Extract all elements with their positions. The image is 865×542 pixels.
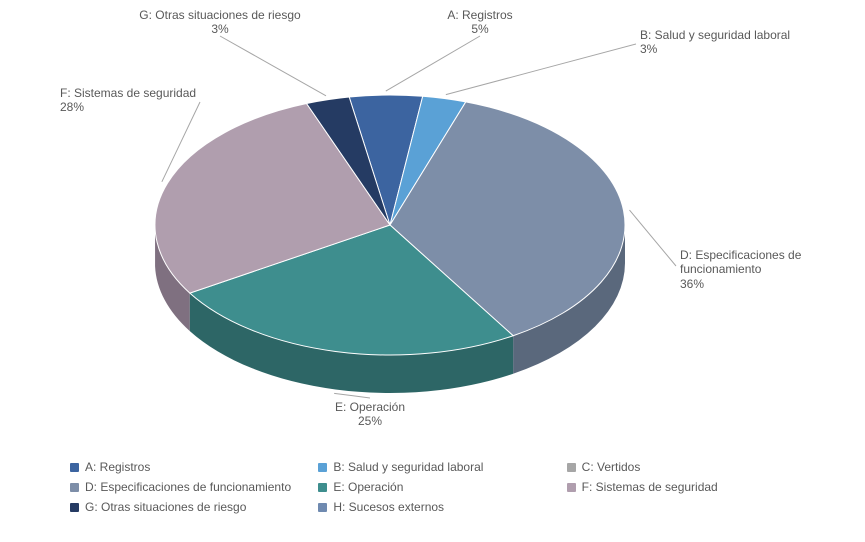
slice-label-G: G: Otras situaciones de riesgo3% <box>139 8 300 37</box>
slice-label-E: E: Operación25% <box>335 400 405 429</box>
legend-item: C: Vertidos <box>567 460 795 474</box>
slice-label-text: G: Otras situaciones de riesgo <box>139 8 300 22</box>
legend-item: A: Registros <box>70 460 298 474</box>
slice-label-D: D: Especificaciones defuncionamiento36% <box>680 248 801 291</box>
legend-label: C: Vertidos <box>582 460 641 474</box>
pie-area: A: Registros5% B: Salud y seguridad labor… <box>0 0 865 440</box>
pie-chart-3d: A: Registros5%B: Salud y seguridad labor… <box>0 0 865 542</box>
slice-label-A: A: Registros5% <box>447 8 512 37</box>
slice-label-F: F: Sistemas de seguridad28% <box>60 86 196 115</box>
slice-label-B: B: Salud y seguridad laboral3% <box>640 28 790 57</box>
slice-label-text: D: Especificaciones de <box>680 248 801 262</box>
legend-label: D: Especificaciones de funcionamiento <box>85 480 291 494</box>
legend-item: F: Sistemas de seguridad <box>567 480 795 494</box>
legend-swatch <box>318 503 327 512</box>
legend-swatch <box>567 463 576 472</box>
legend-label: A: Registros <box>85 460 150 474</box>
legend-swatch <box>70 503 79 512</box>
slice-label-text: E: Operación <box>335 400 405 414</box>
legend-item: H: Sucesos externos <box>318 500 546 514</box>
legend: A: Registros B: Salud y seguridad laboral… <box>70 460 795 514</box>
slice-pct: 3% <box>139 22 300 36</box>
slice-pct: 36% <box>680 277 801 291</box>
legend-swatch <box>318 483 327 492</box>
slice-label-text: funcionamiento <box>680 262 801 276</box>
slice-pct: 28% <box>60 100 196 114</box>
legend-label: E: Operación <box>333 480 403 494</box>
slice-pct: 5% <box>447 22 512 36</box>
legend-item: B: Salud y seguridad laboral <box>318 460 546 474</box>
legend-item: D: Especificaciones de funcionamiento <box>70 480 298 494</box>
legend-item: E: Operación <box>318 480 546 494</box>
pie-svg <box>0 0 865 440</box>
legend-label: G: Otras situaciones de riesgo <box>85 500 246 514</box>
slice-label-text: F: Sistemas de seguridad <box>60 86 196 100</box>
legend-label: F: Sistemas de seguridad <box>582 480 718 494</box>
slice-pct: 25% <box>335 414 405 428</box>
legend-swatch <box>70 463 79 472</box>
slice-pct: 3% <box>640 42 790 56</box>
legend-label: B: Salud y seguridad laboral <box>333 460 483 474</box>
slice-label-text: B: Salud y seguridad laboral <box>640 28 790 42</box>
slice-label-text: A: Registros <box>447 8 512 22</box>
legend-label: H: Sucesos externos <box>333 500 444 514</box>
legend-swatch <box>567 483 576 492</box>
legend-item: G: Otras situaciones de riesgo <box>70 500 298 514</box>
legend-swatch <box>70 483 79 492</box>
legend-swatch <box>318 463 327 472</box>
